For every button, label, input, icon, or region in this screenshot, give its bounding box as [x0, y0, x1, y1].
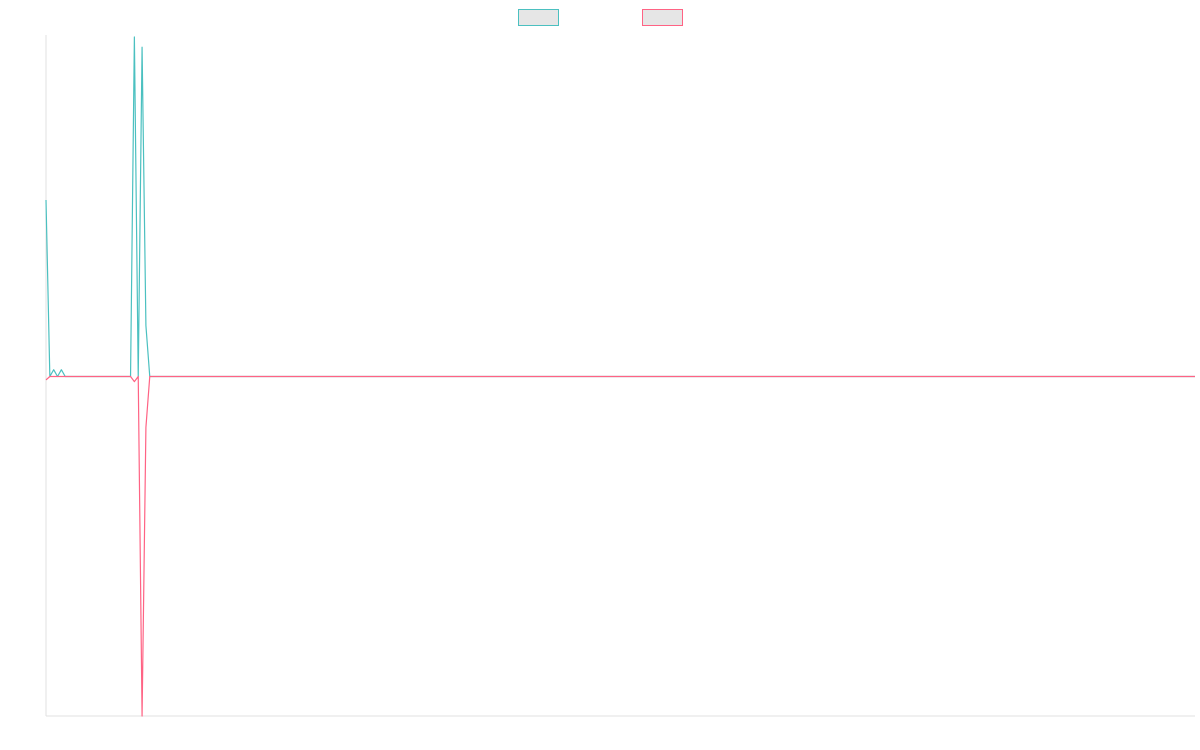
series-line-2	[45, 375, 1195, 717]
series-line-1	[45, 36, 1195, 378]
series-layer	[45, 36, 1195, 717]
legend[interactable]	[518, 9, 683, 26]
legend-swatch-2[interactable]	[642, 9, 683, 26]
legend-swatch-1[interactable]	[518, 9, 559, 26]
axes	[45, 35, 1195, 717]
